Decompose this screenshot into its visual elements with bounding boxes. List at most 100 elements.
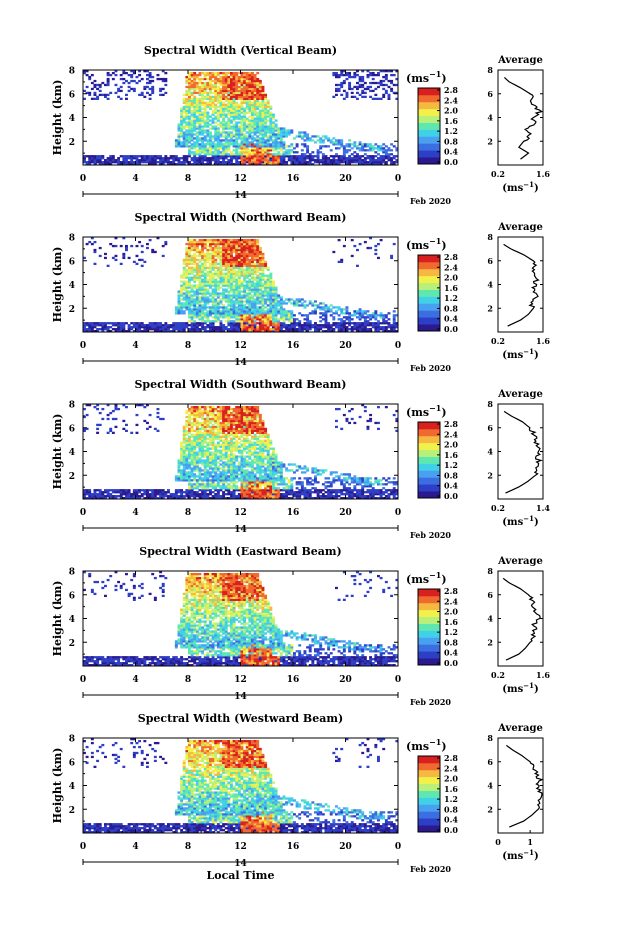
heatmap-cell [101,81,105,85]
heatmap-cell [177,308,181,311]
heatmap-cell [230,266,233,269]
heatmap-cell [193,83,197,87]
heatmap-cell [253,254,257,258]
heatmap-cell [363,320,367,323]
heatmap-cell [264,312,268,315]
heatmap-cell [203,109,207,112]
heatmap-cell [153,491,157,494]
heatmap-cell [188,483,191,486]
heatmap-cell [293,322,296,325]
heatmap-cell [214,135,218,138]
heatmap-cell [300,131,304,134]
heatmap-cell [195,141,199,144]
heatmap-cell [266,288,270,291]
heatmap-cell [348,314,352,317]
heatmap-cell [93,250,97,254]
heatmap-cell [198,270,202,273]
heatmap-cell [379,83,383,87]
heatmap-cell [224,133,228,136]
heatmap-cell [182,497,186,500]
heatmap-cell [211,85,215,89]
heatmap-cell [106,326,110,329]
heatmap-cell [106,491,110,494]
heatmap-cell [185,304,189,307]
heatmap-cell [227,155,231,158]
heatmap-cell [230,268,233,271]
heatmap-cell [272,143,275,146]
heatmap-cell [243,123,247,126]
heatmap-cell [201,119,205,122]
heatmap-cell [235,81,239,85]
heatmap-cell [256,141,260,144]
heatmap-cell [324,320,328,323]
heatmap-cell [335,143,338,146]
heatmap-cell [172,163,176,166]
heatmap-cell [209,242,212,246]
heatmap-cell [332,71,336,75]
heatmap-cell [198,139,202,142]
heatmap-cell [230,250,233,254]
heatmap-cell [190,435,194,438]
heatmap-cell [261,304,265,307]
heatmap-cell [345,308,349,311]
heatmap-cell [243,270,247,273]
heatmap-cell [248,278,252,281]
heatmap-cell [216,312,220,315]
heatmap-cell [214,302,218,305]
heatmap-cell [272,157,275,160]
heatmap-cell [240,294,244,297]
heatmap-cell [190,316,194,319]
heatmap-cell [182,133,186,136]
heatmap-cell [353,314,357,317]
heatmap-cell [193,455,197,458]
heatmap-cell [188,491,191,494]
heatmap-cell [251,258,254,262]
heatmap-cell [340,157,344,160]
heatmap-cell [353,75,357,79]
heatmap-cell [83,429,86,433]
heatmap-cell [256,121,260,124]
heatmap-cell [335,147,338,150]
heatmap-cell [237,147,241,150]
heatmap-cell [227,248,231,252]
heatmap-cell [306,330,310,333]
heatmap-cell [230,137,233,140]
heatmap-cell [185,475,189,478]
heatmap-cell [203,256,207,260]
heatmap-cell [277,151,281,154]
heatmap-cell [279,318,283,321]
heatmap-cell [251,125,254,128]
colorbar-tick-label: 2.8 [444,252,458,262]
heatmap-cell [245,312,249,315]
heatmap-cell [240,79,244,83]
heatmap-cell [172,155,176,158]
heatmap-cell [222,91,226,95]
heatmap-cell [285,318,289,321]
heatmap-cell [261,258,265,262]
heatmap-cell [193,483,197,486]
heatmap-cell [117,161,121,164]
heatmap-cell [235,147,239,150]
heatmap-cell [174,163,178,166]
heatmap-cell [237,111,241,114]
heatmap-cell [266,316,270,319]
heatmap-cell [300,143,304,146]
heatmap-cell [230,284,233,287]
heatmap-cell [237,298,241,301]
heatmap-cell [374,252,378,256]
heatmap-cell [222,161,226,164]
heatmap-cell [222,113,226,116]
heatmap-cell [224,89,228,93]
heatmap-cell [295,300,299,303]
heatmap-cell [195,286,199,289]
heatmap-cell [237,278,241,281]
heatmap-cell [224,278,228,281]
heatmap-cell [130,161,134,164]
heatmap-cell [195,117,199,120]
heatmap-cell [243,260,247,264]
heatmap-cell [251,145,254,148]
heatmap-cell [230,290,233,293]
heatmap-cell [180,443,184,446]
heatmap-cell [182,270,186,273]
heatmap-cell [214,77,218,81]
